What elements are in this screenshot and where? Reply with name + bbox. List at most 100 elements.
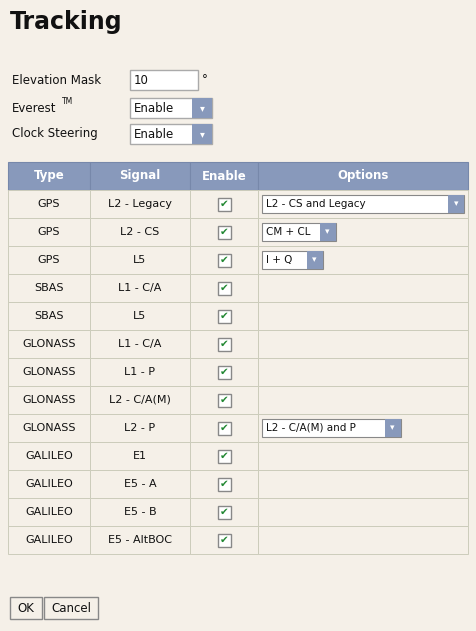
Bar <box>90 162 190 190</box>
Bar <box>218 338 230 350</box>
Text: GALILEO: GALILEO <box>25 451 73 461</box>
Bar <box>190 414 258 442</box>
Text: ✔: ✔ <box>219 451 228 461</box>
Text: ✔: ✔ <box>219 423 228 433</box>
Bar <box>218 505 230 519</box>
Text: ▾: ▾ <box>454 199 458 208</box>
Text: E1: E1 <box>133 451 147 461</box>
Bar <box>262 195 464 213</box>
Bar <box>385 419 400 437</box>
Bar <box>262 223 336 241</box>
Bar <box>90 246 190 274</box>
Bar <box>258 162 468 190</box>
Text: GPS: GPS <box>38 227 60 237</box>
Text: SBAS: SBAS <box>34 283 64 293</box>
Text: Enable: Enable <box>134 127 174 141</box>
Bar <box>8 274 90 302</box>
Text: L5: L5 <box>133 311 147 321</box>
Text: L2 - Legacy: L2 - Legacy <box>108 199 172 209</box>
Text: ✔: ✔ <box>219 283 228 293</box>
Bar <box>258 442 468 470</box>
Bar <box>190 526 258 554</box>
Bar <box>218 198 230 211</box>
Text: ✔: ✔ <box>219 535 228 545</box>
Text: L1 - C/A: L1 - C/A <box>119 339 162 349</box>
Bar <box>90 470 190 498</box>
Text: GLONASS: GLONASS <box>22 423 76 433</box>
Text: ✔: ✔ <box>219 311 228 321</box>
Bar <box>258 498 468 526</box>
Bar <box>90 498 190 526</box>
Bar <box>8 386 90 414</box>
Text: °: ° <box>202 73 208 86</box>
Bar <box>130 124 212 144</box>
Text: GPS: GPS <box>38 199 60 209</box>
Text: Type: Type <box>34 170 64 182</box>
Text: ▾: ▾ <box>390 423 395 432</box>
Text: L1 - P: L1 - P <box>125 367 156 377</box>
Text: L2 - C/A(M) and P: L2 - C/A(M) and P <box>266 423 356 433</box>
Bar <box>90 330 190 358</box>
Bar <box>258 470 468 498</box>
Bar <box>8 246 90 274</box>
Bar <box>258 274 468 302</box>
Bar <box>218 449 230 463</box>
Text: E5 - B: E5 - B <box>124 507 156 517</box>
Bar <box>190 330 258 358</box>
Bar <box>44 597 98 619</box>
Bar <box>8 330 90 358</box>
Text: ▾: ▾ <box>199 103 204 113</box>
Bar <box>8 498 90 526</box>
Text: ✔: ✔ <box>219 507 228 517</box>
Text: Clock Steering: Clock Steering <box>12 127 98 141</box>
Bar <box>190 162 258 190</box>
Text: Tracking: Tracking <box>10 10 123 34</box>
Bar <box>8 414 90 442</box>
Bar <box>258 358 468 386</box>
Text: ▾: ▾ <box>325 228 330 237</box>
Bar <box>90 414 190 442</box>
Bar <box>218 533 230 546</box>
Bar <box>258 190 468 218</box>
Bar <box>90 302 190 330</box>
Text: GLONASS: GLONASS <box>22 395 76 405</box>
Bar <box>319 223 336 241</box>
Bar <box>218 281 230 295</box>
Text: ✔: ✔ <box>219 367 228 377</box>
Text: L2 - CS: L2 - CS <box>120 227 159 237</box>
Bar <box>90 218 190 246</box>
Bar <box>448 195 464 213</box>
Bar <box>8 162 90 190</box>
Bar <box>218 422 230 435</box>
Bar <box>258 218 468 246</box>
Text: L1 - C/A: L1 - C/A <box>119 283 162 293</box>
Bar <box>218 394 230 406</box>
Bar <box>8 190 90 218</box>
Bar <box>130 70 198 90</box>
Bar <box>258 302 468 330</box>
Text: ✔: ✔ <box>219 339 228 349</box>
Text: Enable: Enable <box>202 170 247 182</box>
Text: GLONASS: GLONASS <box>22 339 76 349</box>
Bar <box>262 251 323 269</box>
Text: L2 - C/A(M): L2 - C/A(M) <box>109 395 171 405</box>
Bar <box>218 254 230 266</box>
Text: GALILEO: GALILEO <box>25 507 73 517</box>
Bar <box>258 330 468 358</box>
Bar <box>190 218 258 246</box>
Bar <box>190 246 258 274</box>
Bar <box>90 358 190 386</box>
Bar <box>8 358 90 386</box>
Bar <box>8 218 90 246</box>
Text: Signal: Signal <box>119 170 160 182</box>
Text: GALILEO: GALILEO <box>25 479 73 489</box>
Text: Everest: Everest <box>12 102 57 114</box>
Bar <box>90 190 190 218</box>
Text: L5: L5 <box>133 255 147 265</box>
Bar <box>8 442 90 470</box>
Bar <box>218 309 230 322</box>
Bar <box>190 498 258 526</box>
Text: Options: Options <box>337 170 389 182</box>
Bar <box>190 302 258 330</box>
Bar <box>8 526 90 554</box>
